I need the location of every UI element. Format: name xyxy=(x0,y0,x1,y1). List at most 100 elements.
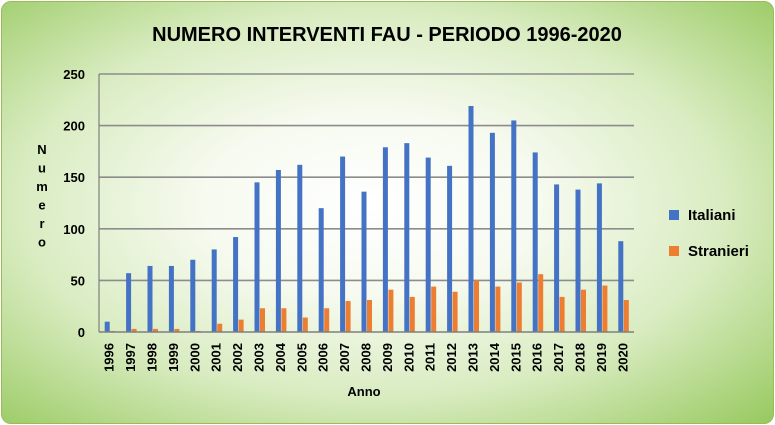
axes xyxy=(98,74,634,333)
bar-italiani-1999 xyxy=(168,265,174,332)
chart-title: NUMERO INTERVENTI FAU - PERIODO 1996-202… xyxy=(152,24,622,46)
x-tick-label: 2009 xyxy=(380,343,395,372)
bar-italiani-2014 xyxy=(489,132,495,332)
bar-italiani-2018 xyxy=(575,189,581,332)
y-axis-label-letter: N xyxy=(37,142,46,157)
y-tick-labels: 0 50 100 150 200 250 xyxy=(63,67,85,340)
bar-italiani-2019 xyxy=(596,183,602,332)
bar-stranieri-2009 xyxy=(388,289,394,332)
y-tick-label: 0 xyxy=(78,325,85,340)
bar-stranieri-2017 xyxy=(559,296,565,332)
x-axis-label: Anno xyxy=(347,384,380,399)
x-tick-labels: 1996 1997 1998 1999 2000 2001 2002 2003 2004 2005… xyxy=(102,342,631,372)
bar-italiani-1997 xyxy=(126,273,132,332)
y-tick-label: 50 xyxy=(71,273,85,288)
bar-stranieri-2008 xyxy=(367,300,372,332)
bar-stranieri-1997 xyxy=(131,328,137,332)
bar-stranieri-2001 xyxy=(217,323,223,332)
x-tick-label: 2004 xyxy=(273,342,288,372)
bar-stranieri-2018 xyxy=(581,289,586,332)
gridlines xyxy=(99,73,634,282)
bar-stranieri-2014 xyxy=(495,286,501,332)
x-tick-label: 2003 xyxy=(252,343,267,372)
bar-stranieri-2003 xyxy=(260,308,265,332)
x-tick-label: 2013 xyxy=(466,343,481,372)
bar-italiani-2017 xyxy=(554,184,560,332)
bar-italiani-2020 xyxy=(618,241,624,332)
bar-stranieri-2002 xyxy=(238,319,244,332)
bar-stranieri-2004 xyxy=(281,308,287,332)
bar-italiani-2003 xyxy=(254,182,260,332)
bar-stranieri-2012 xyxy=(452,291,458,332)
bar-stranieri-2019 xyxy=(602,285,608,332)
bar-italiani-2016 xyxy=(532,152,538,332)
y-axis-label-letter: o xyxy=(38,235,46,250)
x-tick-label: 2005 xyxy=(294,343,309,372)
bar-italiani-2000 xyxy=(190,259,196,332)
bar-italiani-2010 xyxy=(404,143,410,332)
y-axis-label-letter: u xyxy=(38,161,46,176)
y-tick-label: 200 xyxy=(63,119,85,134)
x-tick-label: 1999 xyxy=(166,343,181,372)
x-tick-label: 2018 xyxy=(573,343,588,372)
legend-swatch-italiani xyxy=(669,210,679,220)
bar-stranieri-2007 xyxy=(345,301,351,332)
bar-italiani-2004 xyxy=(275,169,281,332)
x-tick-label: 1997 xyxy=(123,343,138,372)
bar-italiani-2015 xyxy=(511,120,517,332)
x-tick-label: 1996 xyxy=(102,343,117,372)
x-tick-label: 2014 xyxy=(487,342,502,372)
bar-italiani-2013 xyxy=(468,105,474,332)
bar-italiani-1998 xyxy=(147,265,153,332)
x-tick-label: 2001 xyxy=(209,343,224,372)
x-tick-label: 2015 xyxy=(508,343,523,372)
bar-stranieri-2013 xyxy=(474,280,479,332)
bar-stranieri-2005 xyxy=(302,317,308,332)
bar-italiani-2002 xyxy=(233,237,239,332)
y-axis-label-letter: e xyxy=(38,198,45,213)
bar-italiani-2011 xyxy=(425,157,431,332)
bar-italiani-1996 xyxy=(104,321,110,332)
bar-italiani-2001 xyxy=(211,249,217,332)
bar-stranieri-2015 xyxy=(516,282,522,332)
y-tick-label: 250 xyxy=(63,67,85,82)
x-tick-label: 2020 xyxy=(615,343,630,372)
x-tick-label: 2011 xyxy=(423,343,438,371)
x-tick-label: 2002 xyxy=(230,343,245,372)
x-tick-label: 2016 xyxy=(530,343,545,372)
bar-italiani-2005 xyxy=(297,164,303,332)
bars xyxy=(104,105,629,332)
x-tick-label: 2008 xyxy=(359,343,374,372)
bar-stranieri-1999 xyxy=(174,328,180,332)
y-tick-label: 100 xyxy=(63,222,85,237)
bar-stranieri-2020 xyxy=(623,300,629,332)
bar-stranieri-2016 xyxy=(538,274,544,332)
legend: Italiani Stranieri xyxy=(669,207,749,260)
bar-italiani-2012 xyxy=(447,165,453,332)
x-tick-label: 2010 xyxy=(401,343,416,372)
legend-swatch-stranieri xyxy=(669,246,679,256)
x-tick-label: 1998 xyxy=(145,343,160,372)
y-axis-label-letter: r xyxy=(39,216,44,231)
x-tick-label: 2007 xyxy=(337,343,352,372)
x-tick-label: 2006 xyxy=(316,343,331,372)
bar-italiani-2007 xyxy=(340,156,346,332)
bar-stranieri-2011 xyxy=(431,286,437,332)
x-tick-label: 2019 xyxy=(594,343,609,372)
x-tick-label: 2012 xyxy=(444,343,459,372)
bar-stranieri-2006 xyxy=(324,308,330,332)
legend-label-italiani: Italiani xyxy=(688,207,736,224)
legend-label-stranieri: Stranieri xyxy=(688,243,749,260)
bar-italiani-2006 xyxy=(318,208,324,332)
x-tick-label: 2017 xyxy=(551,343,566,372)
x-tick-label: 2000 xyxy=(187,343,202,372)
bar-italiani-2009 xyxy=(382,147,388,332)
y-tick-label: 150 xyxy=(63,170,85,185)
bar-stranieri-1998 xyxy=(153,328,158,332)
bar-italiani-2008 xyxy=(361,191,367,332)
y-axis-label-letter: m xyxy=(36,179,48,194)
bar-stranieri-2010 xyxy=(409,296,415,332)
